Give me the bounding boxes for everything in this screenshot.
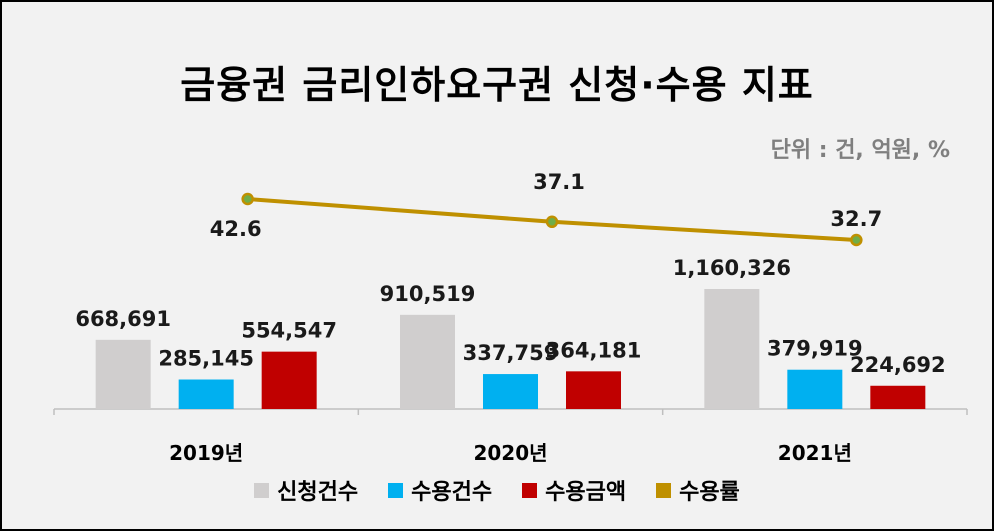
bar-data-label: 224,692 — [850, 353, 946, 377]
legend: 신청건수 수용건수 수용금액 수용률 — [2, 474, 992, 506]
legend-swatch-applications — [254, 482, 270, 498]
bar — [870, 385, 926, 409]
chart-title: 금융권 금리인하요구권 신청·수용 지표 — [180, 63, 814, 107]
bar — [95, 339, 151, 409]
legend-item-accepted-amount: 수용금액 — [522, 474, 626, 506]
legend-item-acceptance-rate: 수용률 — [656, 474, 740, 506]
x-tick-label: 2020년 — [473, 441, 547, 465]
legend-label-acceptance-rate: 수용률 — [679, 480, 740, 505]
bar-data-label: 379,919 — [767, 337, 863, 361]
legend-item-accepted-count: 수용건수 — [388, 474, 492, 506]
bar — [566, 371, 621, 409]
rate-data-label: 37.1 — [533, 170, 585, 194]
legend-label-accepted-count: 수용건수 — [411, 480, 493, 505]
bar — [178, 379, 234, 409]
bar — [400, 314, 455, 409]
bar — [787, 369, 843, 409]
bar-data-label: 337,759 — [463, 341, 559, 365]
x-tick-label: 2021년 — [778, 441, 852, 465]
legend-swatch-accepted-amount — [522, 482, 538, 498]
rate-marker — [850, 233, 863, 247]
bar — [483, 374, 538, 409]
bar-data-label: 668,691 — [75, 307, 171, 331]
unit-note: 단위 : 건, 억원, % — [770, 138, 950, 163]
legend-label-applications: 신청건수 — [277, 480, 359, 505]
rate-data-label: 32.7 — [830, 207, 882, 231]
legend-item-applications: 신청건수 — [254, 474, 358, 506]
bar — [704, 289, 760, 409]
rate-marker — [241, 192, 254, 206]
x-tick-label: 2019년 — [169, 441, 243, 465]
legend-swatch-acceptance-rate — [656, 482, 672, 498]
bar-data-label: 285,145 — [158, 347, 254, 371]
bar — [261, 351, 317, 409]
bar-data-label: 364,181 — [546, 338, 642, 362]
rate-marker — [545, 215, 559, 229]
bar-data-label: 1,160,326 — [673, 256, 791, 280]
bar-data-label: 910,519 — [380, 282, 476, 306]
rate-data-label: 42.6 — [210, 217, 262, 241]
legend-label-accepted-amount: 수용금액 — [545, 480, 627, 505]
bar-data-label: 554,547 — [241, 319, 337, 343]
legend-swatch-accepted-count — [388, 482, 404, 498]
